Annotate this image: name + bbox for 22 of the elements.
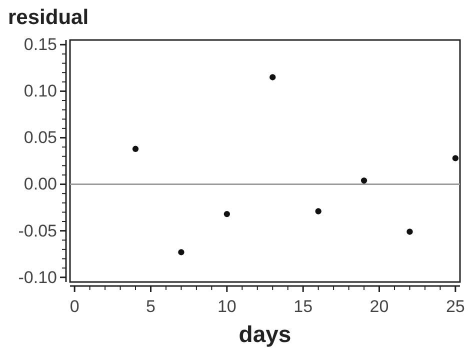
point — [270, 74, 276, 80]
point — [452, 155, 459, 162]
x-tick-label: 0 — [70, 297, 80, 316]
point — [132, 146, 139, 152]
x-tick-label: 15 — [294, 297, 313, 316]
x-tick-label: 5 — [146, 297, 156, 316]
point — [178, 249, 184, 256]
y-tick-label: 0.15 — [24, 35, 57, 54]
x-axis-title: days — [238, 321, 292, 347]
point — [406, 228, 413, 235]
point — [224, 210, 230, 218]
x-tick-label: 20 — [370, 297, 389, 316]
y-tick-label: 0.05 — [24, 128, 57, 148]
y-tick-label: -0.05 — [18, 221, 57, 240]
y-tick-label: 0.00 — [24, 174, 57, 194]
y-tick-label: 0.10 — [24, 82, 57, 101]
point — [315, 208, 322, 214]
x-tick-label: 10 — [217, 297, 236, 316]
y-axis-title: residual — [8, 6, 89, 29]
x-tick-label: 25 — [446, 297, 465, 316]
y-tick-label: -0.10 — [18, 268, 57, 287]
point — [360, 177, 368, 184]
